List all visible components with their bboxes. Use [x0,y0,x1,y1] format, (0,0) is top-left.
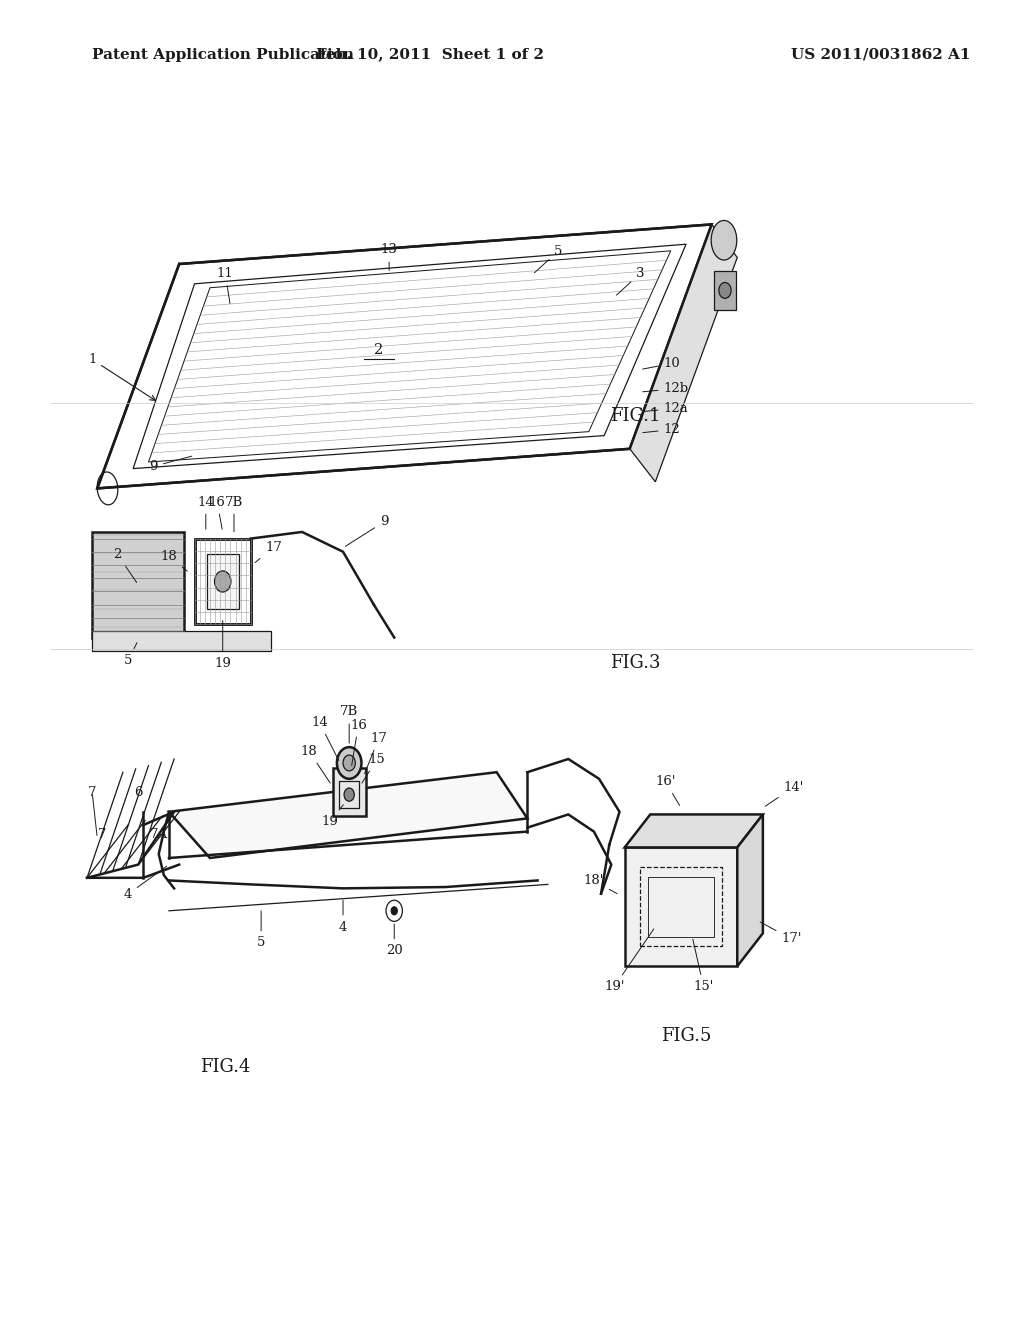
Bar [647,876,715,937]
Bar [207,554,239,609]
Text: FIG.5: FIG.5 [660,1027,712,1045]
Text: 2: 2 [114,548,136,582]
Text: 7A: 7A [150,828,168,841]
Text: Patent Application Publication: Patent Application Publication [92,48,354,62]
Text: 15': 15' [693,940,714,993]
Text: 7: 7 [88,785,96,799]
Bar [92,532,184,638]
Circle shape [344,788,354,801]
Text: 16': 16' [655,775,680,805]
Text: 18': 18' [584,874,617,894]
Text: 9: 9 [345,515,388,546]
Polygon shape [169,772,527,858]
Text: 10: 10 [643,356,680,370]
Bar [640,867,722,946]
Text: 11: 11 [217,267,233,304]
Text: 4: 4 [339,900,347,933]
Bar [333,768,366,816]
Polygon shape [737,814,763,966]
Text: FIG.1: FIG.1 [609,407,660,425]
Ellipse shape [711,220,736,260]
Text: 2: 2 [374,343,384,356]
Bar [714,271,736,310]
Text: 7B: 7B [225,495,243,532]
Text: 12a: 12a [643,401,688,414]
Text: 5: 5 [535,244,562,273]
Text: 15: 15 [361,752,385,783]
Circle shape [343,755,355,771]
Circle shape [215,572,231,591]
Text: US 2011/0031862 A1: US 2011/0031862 A1 [791,48,971,62]
Polygon shape [630,224,737,482]
Text: 5: 5 [124,643,137,667]
Text: Feb. 10, 2011  Sheet 1 of 2: Feb. 10, 2011 Sheet 1 of 2 [316,48,544,62]
Text: 6: 6 [134,785,142,799]
Circle shape [719,282,731,298]
Text: 3: 3 [616,267,644,296]
Text: 20: 20 [386,924,402,957]
Text: 5: 5 [257,911,265,949]
Bar [625,847,737,966]
Text: 18: 18 [301,744,330,783]
Text: FIG.4: FIG.4 [200,1057,251,1076]
Bar [195,539,251,624]
Circle shape [337,747,361,779]
Text: 14': 14' [765,780,804,807]
Circle shape [391,907,397,915]
Polygon shape [625,814,763,847]
Text: 16: 16 [350,718,367,766]
Text: 12b: 12b [643,381,689,395]
Text: FIG.3: FIG.3 [609,653,660,672]
Text: 19: 19 [214,620,231,669]
Text: 14: 14 [198,495,214,529]
Bar [195,539,251,624]
Text: 19: 19 [322,805,343,828]
Text: 17: 17 [255,541,282,562]
Text: 9: 9 [150,457,191,473]
Bar [92,631,271,651]
Text: 16: 16 [209,495,225,529]
Text: 7B: 7B [340,705,358,743]
Text: 13: 13 [381,243,397,271]
Bar [339,781,359,808]
Text: 14: 14 [311,715,339,760]
Text: 19': 19' [604,929,653,993]
Text: 12: 12 [643,422,680,436]
Text: 18: 18 [161,549,187,572]
Text: 17: 17 [365,731,387,774]
Text: 17': 17' [760,923,802,945]
Text: 7: 7 [98,828,106,841]
Text: 1: 1 [88,352,156,400]
Text: 4: 4 [124,866,167,900]
